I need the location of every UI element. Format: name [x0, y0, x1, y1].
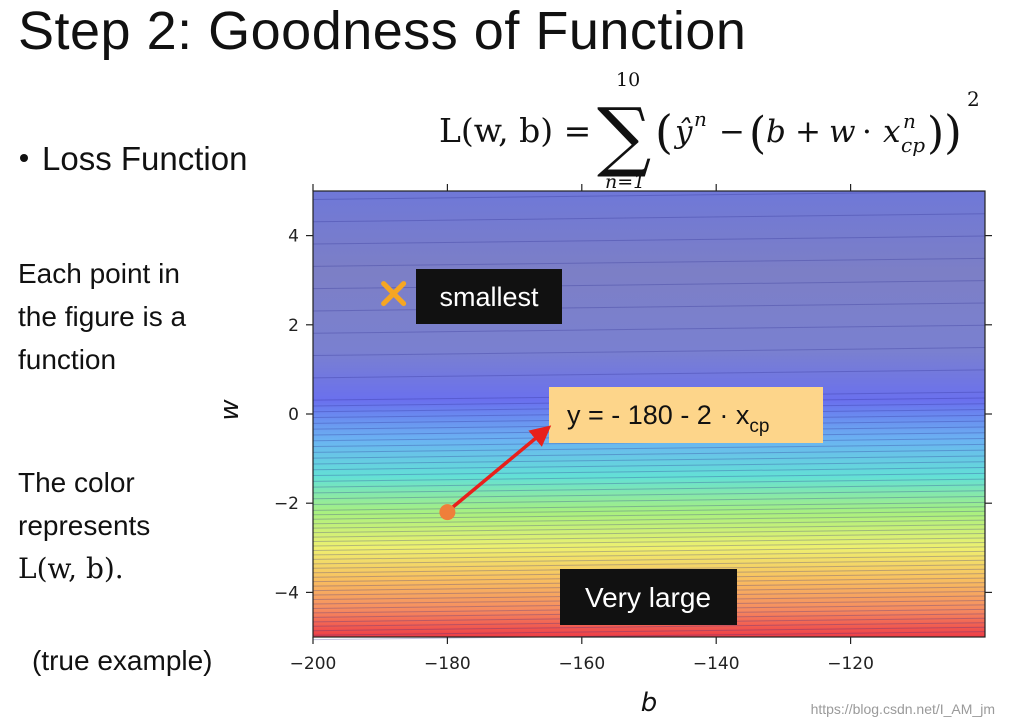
slide-title: Step 2: Goodness of Function [18, 1, 747, 61]
very-large-label: Very large [585, 582, 711, 613]
contour-line [312, 443, 986, 453]
contour-line [312, 347, 986, 357]
sum-upper-limit: 10 [616, 69, 640, 91]
very-large-label-box [560, 569, 737, 625]
loss-formula: L(w, b) = 10 ∑ n=1 ( ŷ n − ( b + w · x n… [439, 69, 980, 193]
contour-line [312, 501, 986, 511]
y-hat: ŷ [673, 114, 693, 150]
y-tick-label: −2 [274, 494, 299, 514]
y-tick-label: 2 [288, 316, 299, 336]
contour-line [312, 541, 986, 551]
y-tick-label: 0 [288, 405, 299, 425]
x-tick-label: −200 [290, 654, 337, 674]
contour-line [312, 369, 986, 379]
b-term: b [766, 114, 786, 150]
x-tick-label: −120 [827, 654, 874, 674]
dot-operator: · [862, 114, 872, 150]
contour-line [312, 524, 986, 534]
contour-line [312, 478, 986, 488]
side-text-math: L(w, b). [18, 552, 124, 585]
contour-line [312, 537, 986, 547]
contour-line [312, 515, 986, 525]
contour-line [312, 564, 986, 574]
contour-line [312, 461, 986, 471]
y-hat-superscript: n [694, 107, 707, 131]
side-text-line: Each point in [18, 258, 180, 289]
bullet-loss-function: Loss Function [20, 140, 247, 178]
sum-symbol: ∑ [597, 91, 651, 180]
sum-lower-limit: n=1 [605, 171, 645, 193]
x-marker-stroke [381, 281, 407, 307]
example-point [439, 504, 456, 521]
side-text-line: represents [18, 510, 151, 541]
contour-line [312, 506, 986, 516]
function-label-box [549, 387, 823, 443]
x-axis-label: b [641, 688, 658, 718]
x-tick-label: −160 [558, 654, 605, 674]
contour-line [312, 472, 986, 482]
contour-line [312, 467, 986, 477]
contour-line [312, 519, 986, 529]
side-text-line: function [18, 344, 117, 375]
inner-left-paren: ( [749, 108, 766, 159]
power-exponent: 2 [967, 87, 980, 111]
x-tick-label: −140 [693, 654, 740, 674]
side-text-point-explanation: Each point in the figure is a function [18, 252, 186, 381]
contour-line [312, 190, 986, 200]
contour-line [312, 528, 986, 538]
side-text-line: The color [18, 467, 135, 498]
y-tick-label: −4 [274, 583, 299, 603]
y-axis-label: w [215, 399, 245, 421]
contour-line [312, 622, 986, 632]
w-term: w [829, 114, 856, 150]
contour-line [312, 490, 986, 500]
inner-right-paren: ) [927, 108, 944, 159]
bullet-dot [20, 154, 28, 163]
contour-line [312, 559, 986, 569]
function-label: y = - 180 - 2 · xcp [567, 400, 769, 437]
contour-line [312, 324, 986, 334]
function-arrow [449, 425, 552, 511]
contour-line [312, 449, 986, 459]
contour-line [312, 555, 986, 565]
x-axis: −200 −180 −160 −140 −120 [290, 184, 874, 674]
formula-lhs: L(w, b) = [439, 111, 591, 150]
contour-line [312, 533, 986, 543]
contour-line [312, 484, 986, 494]
outer-right-paren: ) [944, 105, 962, 159]
contour-line [312, 235, 986, 245]
smallest-label: smallest [439, 282, 539, 312]
outer-left-paren: ( [655, 105, 673, 159]
contour-line [312, 496, 986, 506]
x-tick-label: −180 [424, 654, 471, 674]
smallest-marker [381, 281, 407, 307]
watermark: https://blog.csdn.net/I_AM_jm [810, 701, 995, 717]
function-label-subscript: cp [749, 416, 769, 437]
plus-sign: + [795, 114, 821, 150]
side-text-color-explanation: The color represents L(w, b). [18, 461, 150, 590]
function-label-text: y = - 180 - 2 · x [567, 400, 750, 430]
contour-line [312, 626, 986, 636]
contour-line [312, 213, 986, 223]
bullet-text: Loss Function [42, 140, 248, 177]
contour-line [312, 455, 986, 465]
side-text-line: the figure is a [18, 301, 187, 332]
true-example-note: (true example) [32, 645, 213, 676]
smallest-label-box [416, 269, 562, 324]
minus-sign: − [719, 114, 745, 150]
contour-line [312, 257, 986, 267]
x-term: x [883, 114, 901, 150]
x-subscript: cp [901, 133, 925, 157]
y-axis: −4 −2 0 2 4 [274, 227, 992, 603]
contour-line [312, 631, 986, 641]
contour-line [312, 546, 986, 556]
contour-line [312, 510, 986, 520]
contour-line [312, 550, 986, 560]
y-tick-label: 4 [288, 227, 299, 247]
x-superscript: n [903, 109, 916, 133]
